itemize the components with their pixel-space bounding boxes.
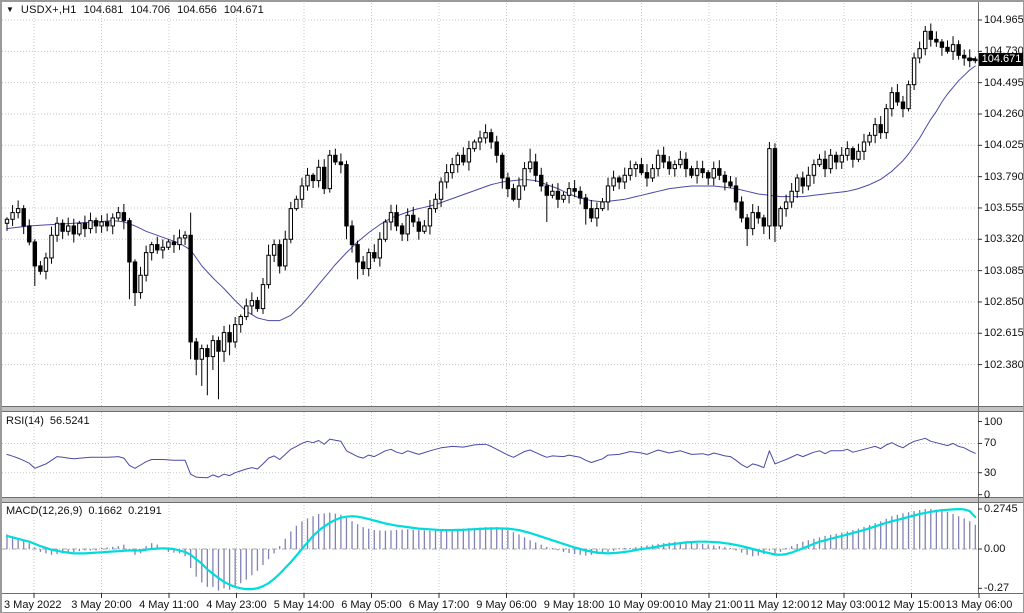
macd-axis-label: -0.27 <box>984 582 1010 595</box>
time-axis-label: 10 May 21:00 <box>675 599 743 611</box>
price-axis-label: 104.965 <box>984 14 1024 26</box>
price-axis-label: 102.380 <box>984 358 1024 371</box>
current-price-tag: 104.671 <box>979 53 1023 66</box>
macd-main-value: 0.1662 <box>88 505 123 517</box>
price-axis-label: 104.260 <box>984 107 1024 120</box>
price-axis-label: 102.615 <box>984 327 1024 340</box>
rsi-axis-label: 30 <box>984 466 997 479</box>
rsi-value: 56.5241 <box>49 415 90 427</box>
main-price-panel[interactable] <box>1 1 978 406</box>
macd-indicator-label: MACD(12,26,9) 0.1662 0.2191 <box>6 505 168 517</box>
rsi-axis-label: 0 <box>984 488 991 501</box>
rsi-name: RSI(14) <box>6 415 44 427</box>
time-axis-label: 9 May 18:00 <box>543 599 605 611</box>
macd-axis-label: 0.00 <box>984 543 1006 555</box>
macd-name: MACD(12,26,9) <box>6 505 83 517</box>
price-axis-label: 103.085 <box>984 264 1024 277</box>
time-axis-label: 10 May 09:00 <box>608 599 675 611</box>
rsi-panel[interactable] <box>1 412 978 497</box>
macd-axis-label: 0.2745 <box>984 503 1018 515</box>
rsi-axis-label: 70 <box>984 437 997 450</box>
time-axis-label: 3 May 20:00 <box>71 599 132 611</box>
time-axis-label: 13 May 06:00 <box>945 599 1013 611</box>
price-axis-label: 102.850 <box>984 295 1024 308</box>
time-axis-label: 4 May 23:00 <box>206 599 267 611</box>
time-axis-label: 12 May 15:00 <box>878 599 945 611</box>
macd-signal-value: 0.2191 <box>128 505 162 517</box>
ohlc-low: 104.656 <box>177 4 217 16</box>
symbol-period-label: USDX+,H1 <box>20 4 77 16</box>
price-axis-label: 103.790 <box>984 170 1024 183</box>
price-axis-label: 104.730 <box>984 45 1024 58</box>
rsi-axis-label: 100 <box>984 415 1003 428</box>
time-axis-label: 6 May 05:00 <box>341 599 402 611</box>
time-axis-label: 12 May 03:00 <box>810 599 878 611</box>
ohlc-close: 104.671 <box>223 4 264 16</box>
time-axis-label: 11 May 12:00 <box>743 599 810 611</box>
ohlc-open: 104.681 <box>83 4 124 16</box>
price-axis-label: 103.555 <box>984 201 1024 214</box>
price-axis-label: 104.495 <box>984 76 1024 89</box>
time-axis-label: 4 May 11:00 <box>139 599 199 611</box>
time-axis-label: 6 May 17:00 <box>408 599 470 611</box>
chart-header: ▼ USDX+,H1 104.681 104.706 104.656 104.6… <box>6 4 264 16</box>
rsi-indicator-label: RSI(14) 56.5241 <box>6 415 96 427</box>
time-axis-label: 3 May 2022 <box>4 599 62 611</box>
time-axis-label: 5 May 14:00 <box>273 599 335 611</box>
ohlc-high: 104.706 <box>130 4 171 16</box>
price-axis-label: 104.025 <box>984 139 1024 152</box>
collapse-chart-icon[interactable]: ▼ <box>6 5 14 14</box>
time-axis-label: 9 May 06:00 <box>476 599 537 611</box>
price-axis-label: 103.320 <box>984 233 1024 246</box>
